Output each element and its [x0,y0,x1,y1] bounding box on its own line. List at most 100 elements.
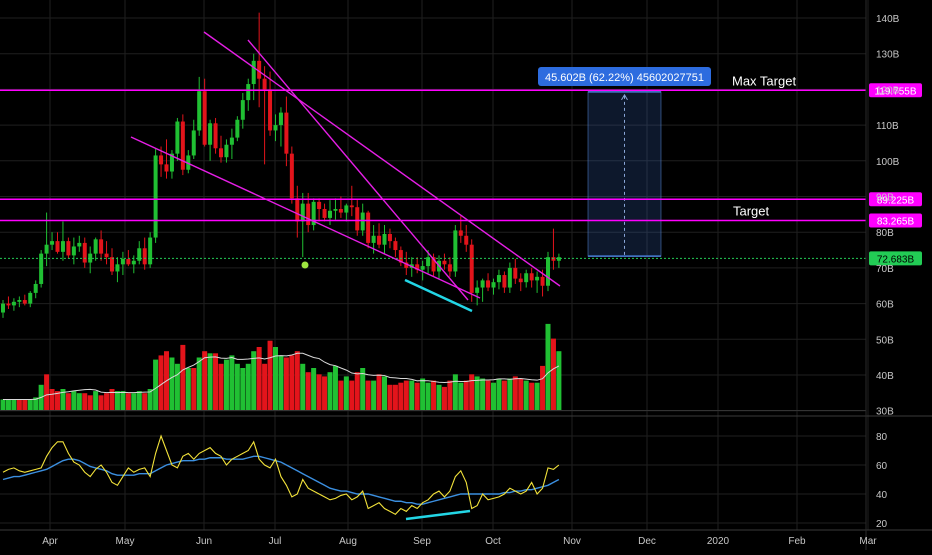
divergence-line-price[interactable] [404,278,473,313]
volume-bar [65,393,71,410]
volume-bar [120,391,126,410]
volume-bar [169,357,175,410]
candle-body [246,84,251,101]
volume-bar [180,344,186,410]
rsi-average-line [2,455,560,505]
volume-bar [458,382,464,410]
candle-body [88,253,93,263]
candle-body [546,257,550,286]
signal-dot-icon [301,261,309,269]
candle-body [387,233,392,242]
rsi-line [2,434,560,515]
volume-bar [125,393,131,410]
trend-line[interactable] [130,136,481,299]
candle-body [197,91,202,131]
volume-bar [332,365,338,410]
volume-bar [262,363,268,410]
candle-body [447,264,452,272]
trend-line[interactable] [247,39,469,301]
volume-bar [278,355,284,410]
volume-bar [371,380,377,410]
volume-bar [311,368,317,410]
measure-tool[interactable]: 45.602B (62.22%) 45602027751 [538,67,711,257]
volume-bar [49,389,55,410]
volume-bar [27,399,33,410]
candle-body [202,91,207,145]
volume-bar [104,393,110,410]
level-price-tag [869,251,922,266]
divergence-line-rsi[interactable] [405,509,471,521]
volume-bar [93,391,99,410]
candle-body [382,233,387,245]
volume-bar [202,351,208,410]
volume-bar [218,363,224,410]
volume-bar [523,380,529,410]
volume-bar [142,393,148,410]
candle-body [66,241,71,256]
candle-body [235,119,240,138]
volume-bars [0,323,562,410]
volume-bar [392,384,398,410]
volume-bar [474,376,480,410]
volume-bar [496,378,502,410]
price-tick-label: 140B [876,14,900,25]
candle-body [398,250,403,263]
price-tick-label: 120B [876,85,900,96]
candle-body [458,230,463,236]
candle-body [137,248,142,261]
volume-bar [501,380,507,410]
candle-body [33,283,38,293]
volume-bar [158,355,164,410]
candle-body [159,155,164,165]
candle-body [219,148,223,158]
volume-bar [365,380,371,410]
volume-bar [507,378,513,410]
volume-bar [55,391,60,410]
volume-bar [300,363,306,410]
volume-bar [360,368,366,410]
candle-body [518,278,523,283]
candle-body [360,212,365,231]
price-tick-label: 40B [876,371,894,382]
time-tick-label: May [116,536,135,547]
level-price-label: 83.265B [877,217,915,228]
volume-bar [376,374,382,410]
measure-arrow-icon [621,93,628,101]
candle-body [420,266,425,270]
candle-body [82,242,87,263]
volume-bar [338,380,344,410]
level-price-tag [869,83,922,98]
volume-bar [480,378,486,410]
candle-body [191,130,196,156]
level-price-tag [869,213,922,228]
time-tick-label: Jun [196,536,212,547]
rsi-tick-label: 80 [876,432,888,443]
candle-body [71,246,76,256]
volume-bar [191,368,197,410]
candle-body [404,262,409,268]
volume-bar [153,359,159,410]
candle-body [6,303,11,306]
candle-body [469,244,474,293]
trend-line[interactable] [203,31,561,287]
candle-body [213,123,218,149]
candle-body [556,257,561,261]
candle-body [284,112,289,154]
time-tick-label: 2020 [707,536,730,547]
volume-ma-line [3,352,560,400]
measure-label: 45.602B (62.22%) 45602027751 [545,72,704,84]
volume-bar [398,382,404,410]
volume-bar [491,382,496,410]
volume-bar [196,357,202,410]
drawings[interactable] [130,31,561,313]
volume-bar [349,380,355,410]
candle-body [120,258,125,265]
rsi-tick-label: 40 [876,490,888,501]
candle-body [110,257,114,272]
candle-body [480,280,485,288]
volume-bar [234,363,240,410]
level-price-label: 89.225B [877,195,915,206]
volume-bar [71,391,77,410]
price-tick-label: 80B [876,228,894,239]
